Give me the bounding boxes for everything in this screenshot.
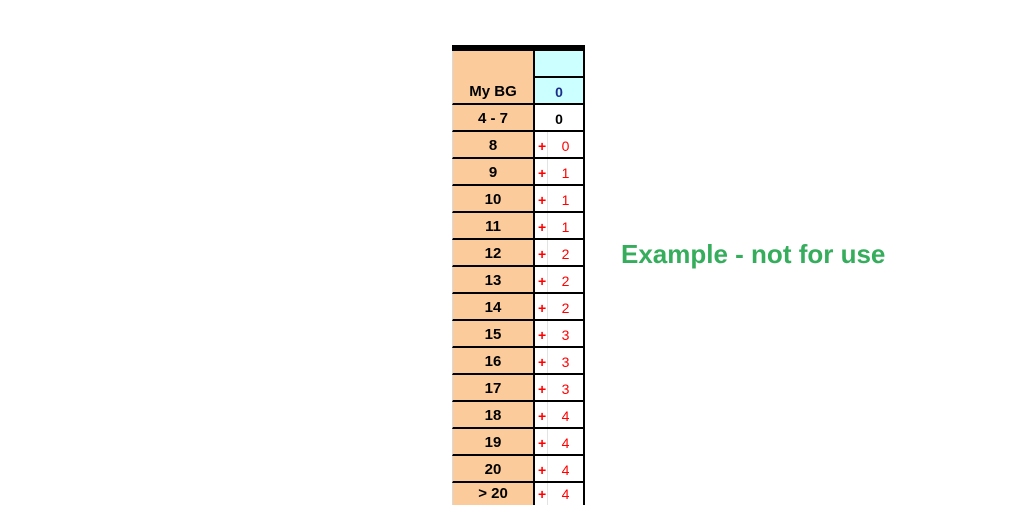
- dose-cell[interactable]: + 4: [535, 402, 585, 429]
- empty-accent-cell[interactable]: [535, 51, 585, 78]
- dose-cell[interactable]: + 1: [535, 186, 585, 213]
- dose-value: 4: [561, 435, 570, 451]
- table-row: 16 + 3: [452, 348, 585, 375]
- plus-sign: +: [535, 213, 548, 238]
- bg-value-cell[interactable]: 20: [452, 456, 535, 483]
- table-row: 9 + 1: [452, 159, 585, 186]
- dose-value: 4: [561, 486, 570, 502]
- dose-cell[interactable]: + 2: [535, 267, 585, 294]
- plus-sign: +: [535, 483, 548, 505]
- table-row: 12 + 2: [452, 240, 585, 267]
- dose-value: 2: [561, 300, 570, 316]
- dose-cell[interactable]: + 2: [535, 294, 585, 321]
- bg-value-cell[interactable]: 18: [452, 402, 535, 429]
- table-top-border: [452, 45, 585, 51]
- table-row-header: My BG 0: [452, 78, 585, 105]
- bg-value-cell[interactable]: 10: [452, 186, 535, 213]
- dose-value: 3: [561, 381, 570, 397]
- table-row: 8 + 0: [452, 132, 585, 159]
- dose-header-cell[interactable]: 0: [535, 78, 585, 105]
- table-row: 19 + 4: [452, 429, 585, 456]
- plus-sign: +: [535, 186, 548, 211]
- plus-sign: +: [535, 294, 548, 319]
- dose-cell[interactable]: + 3: [535, 348, 585, 375]
- dose-cell[interactable]: + 0: [535, 132, 585, 159]
- plus-sign: +: [535, 429, 548, 454]
- bg-correction-table: My BG 0 4 - 7 0 8 + 0 9 + 1 10 + 1 11: [452, 45, 585, 505]
- bg-value-cell[interactable]: 11: [452, 213, 535, 240]
- dose-value: 4: [561, 462, 570, 478]
- dose-value: 3: [561, 354, 570, 370]
- table-row: 14 + 2: [452, 294, 585, 321]
- table-row: 10 + 1: [452, 186, 585, 213]
- dose-value: 2: [561, 273, 570, 289]
- dose-value: 4: [561, 408, 570, 424]
- plus-sign: +: [535, 375, 548, 400]
- table-row: 17 + 3: [452, 375, 585, 402]
- plus-sign: +: [535, 456, 548, 481]
- dose-cell[interactable]: + 2: [535, 240, 585, 267]
- table-row: 18 + 4: [452, 402, 585, 429]
- bg-value-cell[interactable]: 16: [452, 348, 535, 375]
- plus-sign: +: [535, 132, 548, 157]
- dose-cell[interactable]: + 4: [535, 483, 585, 505]
- dose-value: 2: [561, 246, 570, 262]
- dose-cell[interactable]: + 3: [535, 375, 585, 402]
- dose-value: 1: [561, 192, 570, 208]
- example-annotation: Example - not for use: [621, 239, 886, 269]
- range-dose-cell[interactable]: 0: [535, 105, 585, 132]
- dose-header-value: 0: [555, 84, 563, 100]
- table-row: 15 + 3: [452, 321, 585, 348]
- table-row: 13 + 2: [452, 267, 585, 294]
- dose-value: 1: [561, 165, 570, 181]
- plus-sign: +: [535, 159, 548, 184]
- bg-value-cell[interactable]: 9: [452, 159, 535, 186]
- dose-cell[interactable]: + 1: [535, 213, 585, 240]
- bg-value-cell[interactable]: 14: [452, 294, 535, 321]
- bg-range-cell[interactable]: 4 - 7: [452, 105, 535, 132]
- bg-value-cell[interactable]: 17: [452, 375, 535, 402]
- merged-header-cell-top[interactable]: [452, 51, 535, 78]
- range-dose-value: 0: [555, 111, 563, 127]
- table-row: 11 + 1: [452, 213, 585, 240]
- dose-value: 1: [561, 219, 570, 235]
- bg-value-cell[interactable]: 12: [452, 240, 535, 267]
- bg-value-cell[interactable]: 13: [452, 267, 535, 294]
- dose-value: 0: [561, 138, 570, 154]
- bg-value-cell[interactable]: 8: [452, 132, 535, 159]
- dose-cell[interactable]: + 4: [535, 429, 585, 456]
- plus-sign: +: [535, 402, 548, 427]
- table-row: 20 + 4: [452, 456, 585, 483]
- bg-value-cell[interactable]: 19: [452, 429, 535, 456]
- table-row-top: [452, 51, 585, 78]
- dose-cell[interactable]: + 1: [535, 159, 585, 186]
- bg-value-cell[interactable]: > 20: [452, 483, 535, 505]
- dose-value: 3: [561, 327, 570, 343]
- dose-cell[interactable]: + 3: [535, 321, 585, 348]
- plus-sign: +: [535, 348, 548, 373]
- dose-cell[interactable]: + 4: [535, 456, 585, 483]
- plus-sign: +: [535, 267, 548, 292]
- plus-sign: +: [535, 321, 548, 346]
- mybg-header-cell[interactable]: My BG: [452, 78, 535, 105]
- plus-sign: +: [535, 240, 548, 265]
- table-row-last: > 20 + 4: [452, 483, 585, 505]
- bg-value-cell[interactable]: 15: [452, 321, 535, 348]
- table-row-range: 4 - 7 0: [452, 105, 585, 132]
